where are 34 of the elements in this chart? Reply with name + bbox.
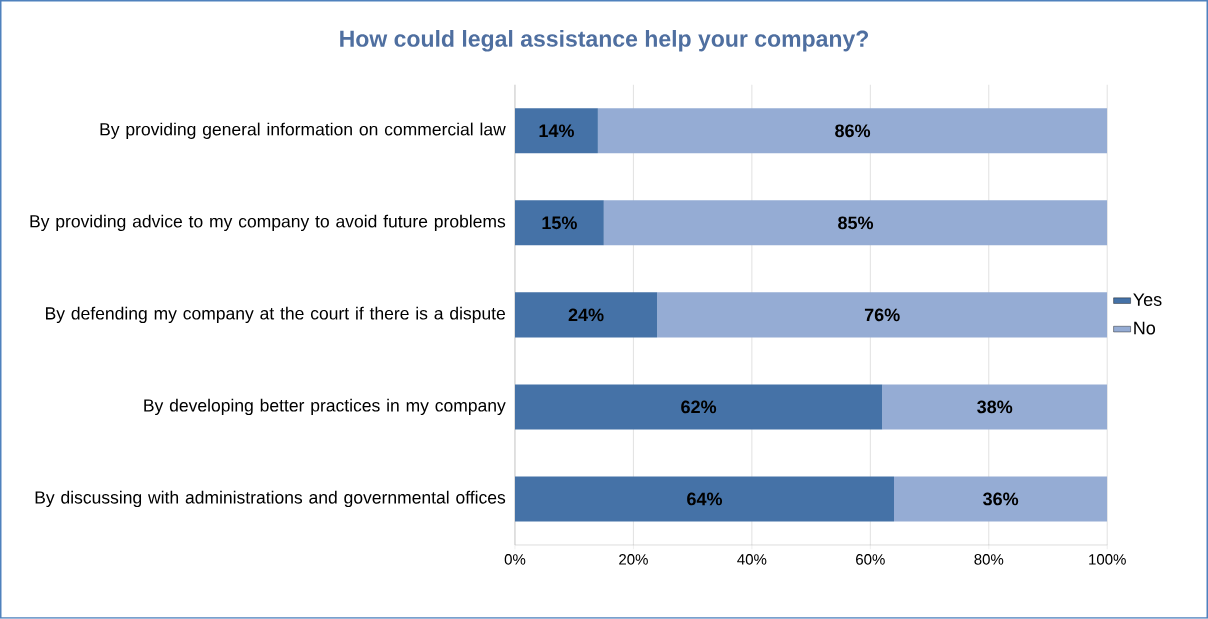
- bar: [514, 200, 604, 246]
- x-tick-label: 60%: [856, 554, 885, 565]
- bar: [882, 384, 1108, 430]
- bar: [514, 108, 598, 154]
- y-tick-label: By providing general information on commercial law: [100, 122, 506, 140]
- y-tick-label: By providing advice to my company to avoid future problems: [30, 214, 506, 232]
- chart-title: How could legal assistance help your company?: [340, 30, 868, 52]
- bar: [597, 108, 1108, 154]
- x-tick-label: 0%: [504, 554, 526, 565]
- data-label: 62%: [681, 400, 717, 414]
- bar: [894, 476, 1108, 522]
- x-tick-label: 80%: [974, 554, 1004, 565]
- data-label: 14%: [539, 124, 574, 138]
- bar: [514, 476, 895, 522]
- bar: [603, 200, 1108, 246]
- data-label: 86%: [835, 124, 871, 138]
- y-tick-label: By discussing with administrations and governmental offices: [35, 490, 506, 508]
- y-tick-label: By developing better practices in my company: [144, 398, 506, 416]
- x-tick-label: 40%: [737, 554, 767, 565]
- y-tick-label: By defending my company at the court if there is a dispute: [46, 306, 505, 324]
- bar: [514, 384, 883, 430]
- x-tick-label: 100%: [1089, 554, 1126, 565]
- bar: [514, 292, 658, 338]
- data-label: 85%: [838, 216, 874, 230]
- data-label: 64%: [687, 492, 723, 506]
- data-label: 36%: [983, 492, 1019, 506]
- legend-label: Yes: [1133, 293, 1162, 307]
- data-label: 24%: [568, 308, 604, 322]
- data-label: 15%: [542, 216, 577, 230]
- legend-label: No: [1134, 321, 1156, 335]
- data-label: 38%: [977, 400, 1013, 414]
- x-tick-label: 20%: [619, 554, 648, 565]
- bar: [657, 292, 1108, 338]
- data-label: 76%: [864, 308, 900, 322]
